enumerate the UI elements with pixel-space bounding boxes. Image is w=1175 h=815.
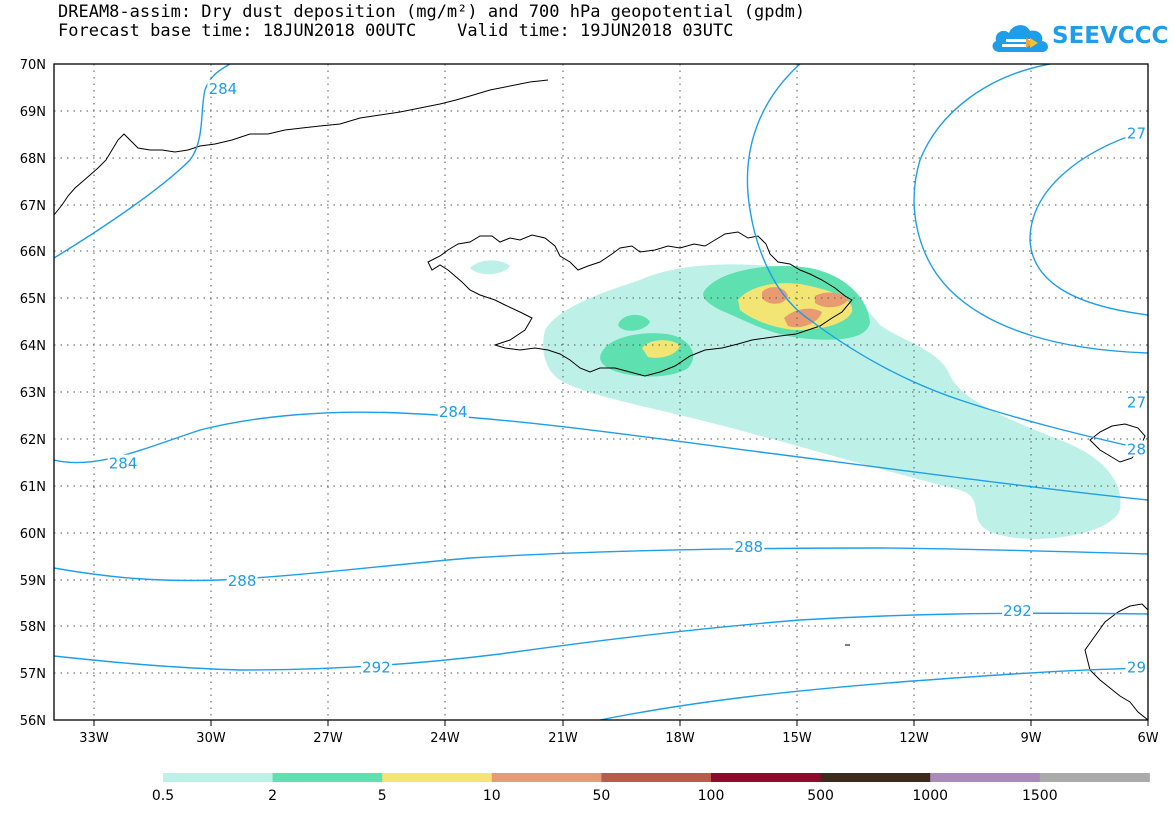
lon-label: 33W: [79, 731, 109, 746]
lat-label: 65N: [20, 292, 46, 307]
axis-ticks: [93, 720, 1149, 726]
contour-label: 284: [209, 80, 238, 98]
lat-label: 70N: [20, 58, 46, 73]
contour-label-bg: [207, 79, 239, 96]
contour-label: 288: [734, 538, 763, 556]
contour-label: 292: [362, 658, 391, 676]
cloud-logo-icon: [992, 25, 1048, 52]
lon-label: 15W: [782, 731, 812, 746]
lon-label: 30W: [196, 731, 226, 746]
contour-label-bg: [360, 658, 392, 675]
lon-label: 24W: [430, 731, 460, 746]
graticule: [54, 64, 1148, 720]
legend-swatch: [820, 773, 931, 782]
legend-swatch: [163, 773, 274, 782]
lat-label: 67N: [20, 199, 46, 214]
contour-label-bg: [226, 571, 258, 588]
lon-label: 6W: [1137, 731, 1158, 746]
latitude-labels: 70N 69N 68N 67N 66N 65N 64N 63N 62N 61N …: [20, 58, 46, 729]
contour-label-bg: [1125, 440, 1148, 457]
lon-label: 21W: [548, 731, 578, 746]
legend-swatch: [382, 773, 493, 782]
legend-label: 1500: [1022, 788, 1058, 804]
contour-label: 292: [1003, 602, 1032, 620]
contour-label: 288: [228, 572, 257, 590]
contour-label-bg: [733, 538, 765, 555]
contour-label-bg: [1001, 602, 1033, 619]
lat-label: 57N: [20, 667, 46, 682]
legend-label: 2: [268, 788, 277, 804]
lon-label: 9W: [1020, 731, 1041, 746]
lat-label: 68N: [20, 152, 46, 167]
coastlines: [54, 79, 1148, 720]
contour-label-bg: [437, 403, 469, 420]
map-title: DREAM8-assim: Dry dust deposition (mg/m²…: [58, 2, 806, 22]
dust-deposition-shading: [470, 260, 1121, 539]
lon-label: 12W: [899, 731, 929, 746]
lat-label: 69N: [20, 105, 46, 120]
lat-label: 56N: [20, 714, 46, 729]
lat-label: 63N: [20, 386, 46, 401]
legend: 0.5 2 5 10 50 100 500 1000 1500: [152, 773, 1150, 804]
legend-label: 100: [698, 788, 725, 804]
contour-label: 28: [1127, 441, 1146, 459]
lon-label: 27W: [313, 731, 343, 746]
legend-label: 5: [378, 788, 387, 804]
contour-label-bg: [1125, 393, 1148, 410]
legend-swatch: [930, 773, 1041, 782]
contour-label-bg: [1125, 658, 1148, 675]
lat-label: 64N: [20, 339, 46, 354]
map-frame: [53, 63, 1149, 721]
legend-swatch: [1039, 773, 1150, 782]
lon-label: 18W: [665, 731, 695, 746]
contour-label: 27: [1127, 124, 1146, 142]
legend-swatch: [272, 773, 383, 782]
contour-labels: 284 284 284 288 288 292 292 27 27 28 29: [107, 79, 1148, 676]
seevccc-logo: SEEVCCC: [990, 18, 1170, 60]
map-subtitle: Forecast base time: 18JUN2018 00UTC Vali…: [58, 21, 734, 41]
legend-swatch: [491, 773, 602, 782]
legend-label: 1000: [912, 788, 948, 804]
contour-label-bg: [107, 454, 139, 471]
lat-label: 61N: [20, 480, 46, 495]
contour-label: 284: [109, 455, 138, 473]
legend-label: 50: [592, 788, 610, 804]
legend-label: 10: [483, 788, 501, 804]
lat-label: 66N: [20, 245, 46, 260]
legend-swatch: [601, 773, 712, 782]
contour-label: 27: [1127, 394, 1146, 412]
contour-label: 29: [1127, 658, 1146, 676]
legend-label: 0.5: [152, 788, 174, 804]
lat-label: 59N: [20, 574, 46, 589]
logo-text: SEEVCCC: [1052, 23, 1169, 49]
geopotential-contours: [54, 64, 1148, 720]
lat-label: 62N: [20, 433, 46, 448]
legend-label: 500: [807, 788, 834, 804]
legend-swatch: [711, 773, 822, 782]
lat-label: 58N: [20, 620, 46, 635]
lat-label: 60N: [20, 527, 46, 542]
contour-label: 284: [439, 403, 468, 421]
contour-label-bg: [1125, 124, 1148, 141]
longitude-labels: 33W 30W 27W 24W 21W 18W 15W 12W 9W 6W: [79, 731, 1158, 746]
